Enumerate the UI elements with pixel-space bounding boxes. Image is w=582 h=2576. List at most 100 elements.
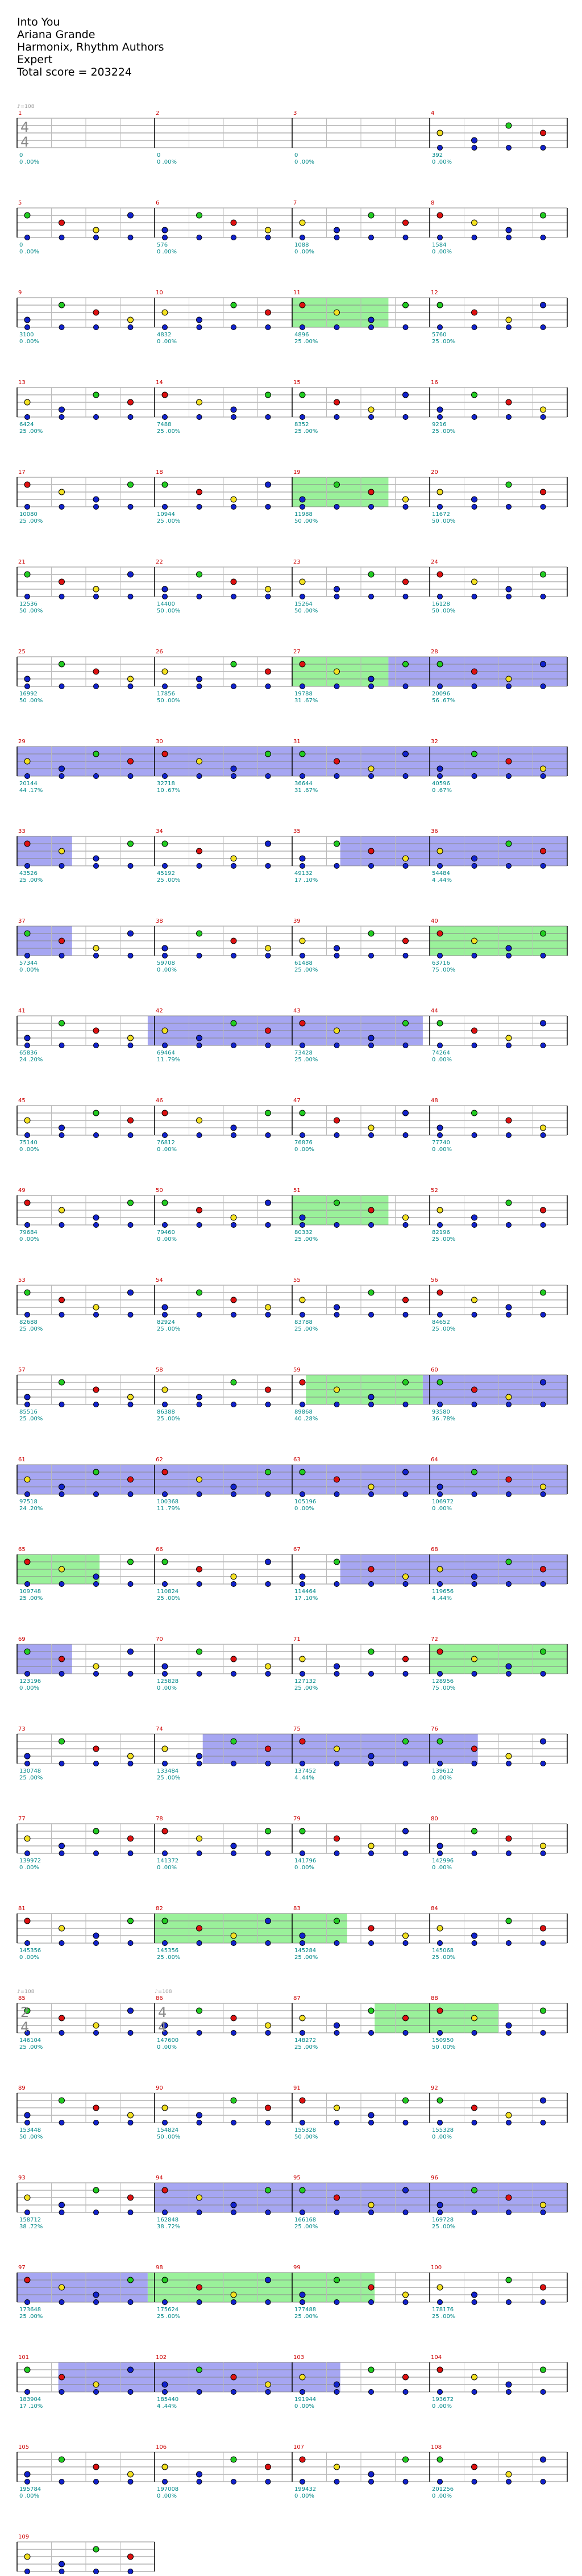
note-gem — [93, 1110, 99, 1116]
note-gem — [436, 1379, 443, 1386]
note-gem — [59, 2569, 65, 2574]
measure-score: 127132 — [294, 1678, 316, 1685]
note-gem — [437, 1671, 443, 1677]
note-gem — [265, 1027, 271, 1034]
note-gem — [127, 316, 134, 323]
note-gem — [334, 2194, 340, 2201]
measure-score: 20144 — [19, 781, 38, 787]
note-gem — [334, 594, 340, 599]
note-gem — [436, 302, 443, 309]
note-gem — [334, 773, 340, 779]
note-gem — [24, 1312, 30, 1318]
note-gem — [230, 1020, 237, 1027]
measure-score: 32718 — [157, 781, 175, 787]
note-gem — [471, 2374, 477, 2381]
note-gem — [24, 481, 31, 488]
note-gem — [230, 1656, 237, 1662]
note-gem — [230, 496, 237, 503]
measure-score: 40596 — [432, 781, 450, 787]
time-signature-denominator: 4 — [20, 134, 29, 150]
measure-number: 106 — [156, 2444, 167, 2450]
measure-score: 191944 — [294, 2396, 316, 2403]
note-gem — [471, 2210, 477, 2215]
measure-score: 69464 — [157, 1050, 175, 1056]
note-gem — [300, 235, 305, 240]
note-gem — [162, 1402, 168, 1407]
measure-score: 145356 — [19, 1948, 41, 1954]
note-gem — [24, 235, 30, 240]
note-gem — [540, 2007, 546, 2014]
note-gem — [127, 1222, 134, 1228]
note-gem — [300, 2299, 305, 2305]
note-gem — [127, 773, 134, 779]
song-charter: Harmonix, Rhythm Authors — [17, 41, 164, 53]
measure-number: 81 — [18, 1906, 26, 1912]
note-gem — [471, 496, 477, 503]
note-gem — [196, 571, 202, 578]
note-gem — [230, 1843, 237, 1849]
measure-number: 26 — [156, 649, 163, 655]
note-gem — [540, 130, 546, 136]
note-gem — [471, 683, 477, 689]
note-gem — [436, 848, 443, 855]
measure-percent: 0 .00% — [157, 1147, 177, 1153]
note-gem — [93, 309, 99, 316]
note-gem — [93, 2187, 99, 2194]
note-gem — [368, 2284, 375, 2291]
measure-number: 43 — [293, 1008, 301, 1014]
note-gem — [230, 1483, 237, 1490]
note-gem — [24, 1940, 30, 1946]
note-gem — [402, 1132, 409, 1138]
note-gem — [368, 1753, 375, 1760]
measure-percent: 50 .00% — [157, 698, 180, 704]
note-gem — [299, 2291, 306, 2298]
note-gem — [127, 1671, 134, 1677]
note-gem — [368, 863, 374, 869]
note-gem — [540, 2030, 546, 2036]
measure-percent: 25 .00% — [157, 518, 180, 524]
note-gem — [231, 773, 236, 779]
note-gem — [299, 661, 306, 668]
measure-percent: 50 .00% — [294, 608, 318, 614]
note-gem — [231, 2030, 236, 2036]
measure-percent: 0 .00% — [157, 967, 177, 973]
note-gem — [24, 1043, 30, 1048]
note-gem — [300, 953, 305, 958]
note-gem — [471, 2120, 477, 2125]
note-gem — [437, 773, 443, 779]
measure-percent: 0 .00% — [19, 2493, 39, 2499]
note-gem — [162, 1581, 168, 1587]
note-gem — [127, 1394, 134, 1400]
note-gem — [402, 2479, 409, 2485]
measure-number: 58 — [156, 1367, 163, 1373]
note-gem — [437, 324, 443, 330]
measure-percent: 4 .44% — [157, 2403, 177, 2410]
measure-percent: 0 .00% — [19, 1147, 39, 1153]
measure-score: 0 — [19, 242, 23, 248]
note-gem — [540, 571, 546, 578]
note-gem — [402, 937, 409, 944]
note-gem — [93, 1304, 99, 1311]
measure-score: 83788 — [294, 1319, 313, 1325]
note-gem — [334, 1402, 340, 1407]
measure-percent: 50 .00% — [294, 2134, 318, 2140]
measure-score: 80332 — [294, 1229, 313, 1236]
note-gem — [230, 765, 237, 772]
measure-score: 9216 — [432, 422, 446, 428]
note-gem — [334, 1835, 340, 1842]
note-gem — [437, 683, 443, 689]
measure-number: 9 — [18, 290, 22, 296]
note-gem — [505, 2381, 512, 2388]
note-gem — [471, 1573, 477, 1580]
note-gem — [265, 1110, 271, 1116]
measure-percent: 25 .00% — [157, 1326, 180, 1332]
measure-score: 155328 — [294, 2127, 316, 2133]
note-gem — [162, 504, 168, 510]
note-gem — [540, 1581, 546, 1587]
measure-score: 74264 — [432, 1050, 450, 1056]
note-gem — [59, 953, 65, 958]
